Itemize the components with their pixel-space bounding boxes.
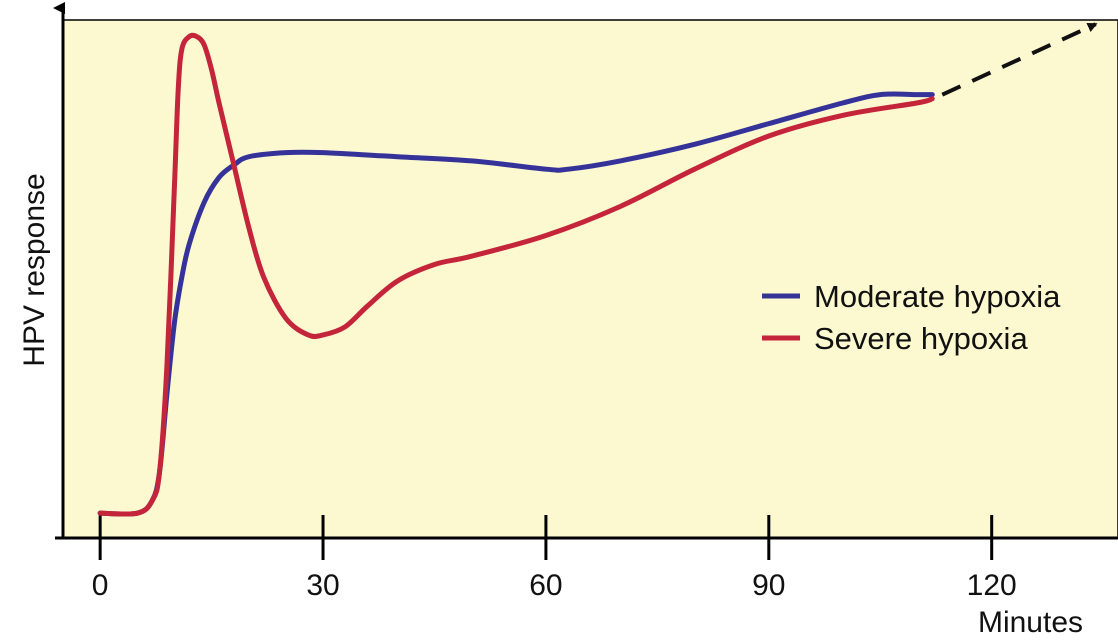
x-tick-label-90: 90: [752, 569, 785, 602]
x-tick-label-60: 60: [529, 569, 562, 602]
x-axis-label: Minutes: [978, 606, 1083, 639]
series-line-severe-hypoxia: [97, 32, 935, 517]
series-layer: [97, 32, 935, 517]
legend-label-severe-hypoxia: Severe hypoxia: [814, 321, 1028, 356]
x-tick-label-0: 0: [92, 569, 109, 602]
legend: Moderate hypoxia Severe hypoxia: [762, 279, 1061, 356]
plot-area-background: [62, 19, 1118, 539]
x-tick-label-120: 120: [967, 569, 1017, 602]
x-ticks: 0 30 60 90 120: [92, 515, 1017, 602]
extrapolation-arrow: [941, 22, 1098, 97]
x-tick-label-30: 30: [306, 569, 339, 602]
legend-label-moderate-hypoxia: Moderate hypoxia: [814, 279, 1061, 314]
y-axis-label: HPV response: [18, 173, 51, 366]
